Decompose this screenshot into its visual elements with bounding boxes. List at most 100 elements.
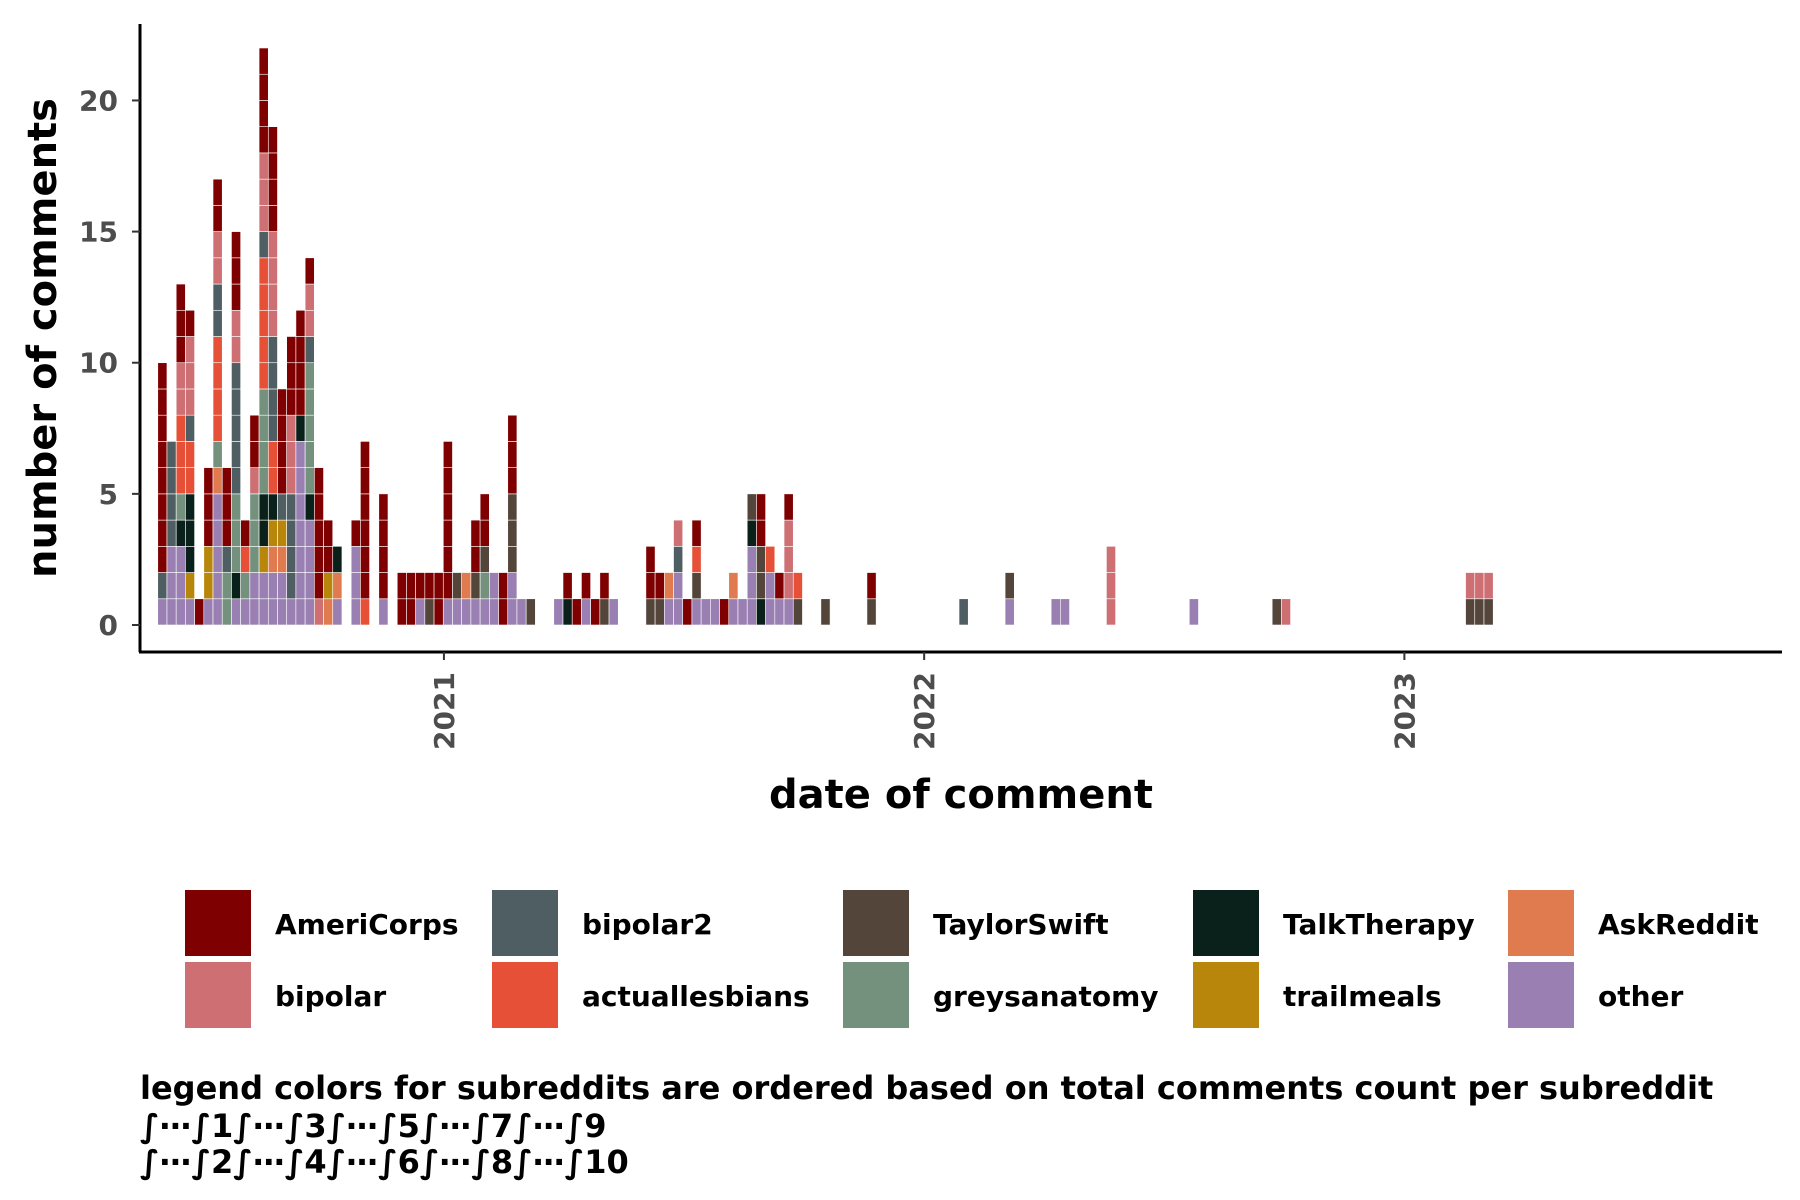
bar-segment-bipolar2 (231, 362, 241, 390)
bar-segment-greysanatomy (258, 441, 269, 468)
bar-segment-TaylorSwift (424, 598, 435, 626)
bar-segment-AmeriCorps (719, 598, 730, 626)
bar-segment-TaylorSwift (756, 546, 766, 573)
bar-segment-AmeriCorps (314, 546, 324, 573)
bar-segment-TalkTherapy (562, 598, 573, 626)
bar-segment-bipolar2 (286, 519, 297, 547)
legend-swatch-actuallesbians (492, 962, 558, 1028)
bar-segment-actuallesbians (258, 336, 269, 364)
bar-segment-actuallesbians (212, 388, 223, 416)
bar-segment-other (415, 598, 426, 626)
bar-segment-AmeriCorps (498, 598, 509, 626)
bar-segment-other (304, 572, 315, 600)
bar-segment-bipolar2 (231, 441, 241, 468)
bar-segment-other (185, 598, 195, 626)
bar-segment-greysanatomy (240, 572, 251, 600)
bar-segment-AmeriCorps (571, 598, 582, 626)
bar-segment-other (212, 546, 223, 573)
bar-segment-greysanatomy (249, 493, 260, 521)
bar-segment-AmeriCorps (581, 572, 591, 600)
bar-segment-AmeriCorps (498, 572, 509, 600)
bar-segment-AmeriCorps (507, 441, 518, 468)
bar-segment-AmeriCorps (194, 598, 205, 626)
bar-segment-AmeriCorps (157, 441, 168, 468)
legend-swatch-bipolar (185, 962, 251, 1028)
x-axis-title: date of comment (769, 772, 1153, 818)
bar-segment-bipolar (304, 309, 315, 337)
bar-segment-other (267, 572, 278, 600)
bar-segment-AmeriCorps (258, 73, 269, 101)
bar-segment-bipolar (304, 283, 315, 311)
bar-segment-other (166, 546, 177, 573)
bar-segment-other (295, 519, 306, 547)
bar-segment-other (581, 598, 591, 626)
y-ticks: 0 5 10 15 20 (79, 84, 140, 642)
bar-segment-other (350, 598, 361, 626)
bar-segment-other (442, 598, 453, 626)
bar-segment-bipolar (267, 283, 278, 311)
y-tick-label: 20 (79, 84, 118, 117)
bar-segment-bipolar (185, 336, 195, 364)
bar-segment-TaylorSwift (1465, 598, 1476, 626)
bar-segment-AmeriCorps (350, 519, 361, 547)
legend-label-AmeriCorps: AmeriCorps (275, 908, 459, 941)
bar-segment-AmeriCorps (267, 178, 278, 206)
bar-segment-AmeriCorps (360, 441, 370, 468)
bar-segment-AmeriCorps (157, 546, 168, 573)
bar-segment-trailmeals (277, 519, 287, 547)
caption-line-1: legend colors for subreddits are ordered… (140, 1069, 1714, 1107)
bar-segment-TaylorSwift (1483, 598, 1494, 626)
bar-segment-actuallesbians (240, 546, 251, 573)
bar-segment-other (507, 598, 518, 626)
bar-segment-AmeriCorps (277, 414, 287, 442)
bar-segment-other (774, 598, 785, 626)
bar-segment-AmeriCorps (470, 519, 481, 547)
bar-segment-AmeriCorps (157, 467, 168, 495)
legend-swatch-trailmeals (1193, 962, 1259, 1028)
bar-segment-other (691, 598, 702, 626)
bar-segment-bipolar (231, 336, 241, 364)
bar-segment-bipolar2 (286, 546, 297, 573)
bar-segment-AmeriCorps (442, 546, 453, 573)
bar-segment-other (295, 467, 306, 495)
bar-segment-AmeriCorps (360, 546, 370, 573)
bar-segment-greysanatomy (258, 414, 269, 442)
bar-segment-actuallesbians (212, 362, 223, 390)
bar-segment-AmeriCorps (286, 362, 297, 390)
bar-segment-AmeriCorps (682, 598, 693, 626)
bar-segment-AmeriCorps (479, 519, 490, 547)
bar-segment-AmeriCorps (231, 231, 241, 259)
bar-segment-AmeriCorps (442, 467, 453, 495)
bar-segment-greysanatomy (249, 519, 260, 547)
bar-segment-TaylorSwift (691, 572, 702, 600)
bar-segment-other (673, 598, 684, 626)
bar-segment-TaylorSwift (645, 598, 656, 626)
bar-segment-AmeriCorps (258, 126, 269, 154)
bar-segment-bipolar (1106, 572, 1116, 600)
bar-segment-AmeriCorps (314, 572, 324, 600)
legend-label-other: other (1598, 980, 1684, 1013)
bar-segment-AmeriCorps (185, 309, 195, 337)
bar-segment-greysanatomy (258, 388, 269, 416)
bar-segment-other (212, 572, 223, 600)
bar-segment-AmeriCorps (406, 572, 416, 600)
bar-segment-other (746, 598, 757, 626)
bar-segment-AmeriCorps (442, 493, 453, 521)
bar-segment-AmeriCorps (304, 257, 315, 285)
bar-segment-greysanatomy (304, 388, 315, 416)
bar-segment-AmeriCorps (645, 546, 656, 573)
bar-segment-AskReddit (212, 467, 223, 495)
bar-segment-AmeriCorps (360, 572, 370, 600)
bar-segment-AmeriCorps (442, 572, 453, 600)
bar-segment-bipolar (1106, 546, 1116, 573)
bar-segment-other (304, 546, 315, 573)
bar-segment-TalkTherapy (258, 519, 269, 547)
bar-segment-bipolar2 (221, 546, 232, 573)
bar-segment-AmeriCorps (378, 519, 389, 547)
bar-segment-other (157, 598, 168, 626)
bar-segment-actuallesbians (175, 441, 186, 468)
bar-segment-bipolar2 (258, 231, 269, 259)
bar-segment-AmeriCorps (314, 467, 324, 495)
bar-segment-bipolar2 (231, 388, 241, 416)
bar-segment-trailmeals (258, 546, 269, 573)
